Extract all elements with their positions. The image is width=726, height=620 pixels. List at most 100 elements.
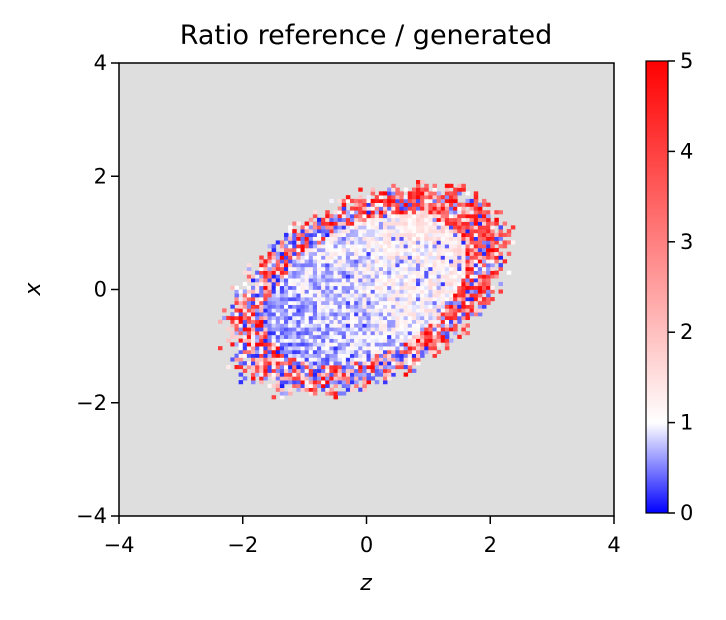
heatmap-cell xyxy=(424,225,429,230)
heatmap-cell xyxy=(312,387,318,392)
heatmap-cell xyxy=(465,191,470,196)
heatmap-cell xyxy=(370,244,376,249)
heatmap-cell xyxy=(325,342,330,347)
heatmap-cell xyxy=(333,236,338,241)
heatmap-cell xyxy=(383,376,388,381)
heatmap-cell xyxy=(312,255,318,260)
heatmap-cell xyxy=(411,217,417,222)
heatmap-cell xyxy=(267,357,272,362)
y-tick-label: −4 xyxy=(76,504,107,528)
heatmap-cell xyxy=(341,259,347,264)
heatmap-cell xyxy=(350,319,355,324)
heatmap-cell xyxy=(391,251,396,256)
heatmap-cell xyxy=(362,206,367,211)
heatmap-cell xyxy=(263,308,268,313)
heatmap-cell xyxy=(284,312,289,317)
heatmap-cell xyxy=(428,236,433,241)
heatmap-cell xyxy=(366,217,371,222)
heatmap-cell xyxy=(457,251,462,256)
heatmap-cell xyxy=(345,346,351,351)
heatmap-cell xyxy=(296,270,301,275)
heatmap-cell xyxy=(440,202,446,207)
heatmap-cell xyxy=(325,387,330,392)
heatmap-cell xyxy=(350,387,355,392)
heatmap-cell xyxy=(304,293,310,298)
heatmap-cell xyxy=(449,274,454,279)
heatmap-cell xyxy=(473,225,479,230)
heatmap-cell xyxy=(296,334,301,339)
heatmap-cell xyxy=(317,331,322,336)
heatmap-cell xyxy=(292,278,297,283)
heatmap-cell xyxy=(449,221,454,226)
heatmap-cell xyxy=(420,210,425,215)
heatmap-cell xyxy=(366,323,371,328)
heatmap-cell xyxy=(469,217,475,222)
heatmap-cell xyxy=(391,300,396,305)
heatmap-cell xyxy=(354,285,359,290)
heatmap-cell xyxy=(251,365,256,370)
heatmap-cell xyxy=(345,244,351,249)
heatmap-cell xyxy=(325,380,330,385)
heatmap-cell xyxy=(391,319,396,324)
heatmap-cell xyxy=(477,221,483,226)
heatmap-cell xyxy=(284,361,289,366)
heatmap-cell xyxy=(267,334,272,339)
heatmap-cell xyxy=(333,357,338,362)
heatmap-cell xyxy=(345,195,351,200)
heatmap-cell xyxy=(407,334,413,339)
heatmap-cell xyxy=(354,274,359,279)
heatmap-cell xyxy=(424,319,429,324)
heatmap-cell xyxy=(267,342,272,347)
heatmap-cell xyxy=(420,255,425,260)
heatmap-cell xyxy=(259,334,264,339)
heatmap-cell xyxy=(449,319,454,324)
heatmap-cell xyxy=(424,240,429,245)
heatmap-cell xyxy=(453,266,458,271)
heatmap-cell xyxy=(300,331,305,336)
heatmap-cell xyxy=(465,229,470,234)
heatmap-cell xyxy=(502,240,508,245)
heatmap-cell xyxy=(395,300,400,305)
heatmap-cell xyxy=(358,357,363,362)
heatmap-cell xyxy=(312,338,318,343)
heatmap-cell xyxy=(403,285,409,290)
heatmap-cell xyxy=(337,334,343,339)
heatmap-cell xyxy=(358,319,363,324)
heatmap-cell xyxy=(308,383,314,388)
heatmap-cell xyxy=(325,214,330,219)
heatmap-cell xyxy=(449,297,454,302)
heatmap-cell xyxy=(267,300,272,305)
heatmap-cell xyxy=(296,327,301,332)
heatmap-cell xyxy=(337,285,343,290)
heatmap-cell xyxy=(242,281,248,287)
heatmap-cell xyxy=(325,304,330,309)
heatmap-cell xyxy=(341,372,347,377)
heatmap-cell xyxy=(378,247,384,253)
heatmap-cell xyxy=(279,319,285,324)
heatmap-cell xyxy=(300,342,305,347)
heatmap-cell xyxy=(333,263,338,268)
heatmap-cell xyxy=(403,331,409,336)
heatmap-cell xyxy=(317,338,322,343)
heatmap-cell xyxy=(337,263,343,268)
heatmap-cell xyxy=(321,278,326,283)
heatmap-cell xyxy=(279,365,285,370)
heatmap-cell xyxy=(345,214,351,219)
heatmap-cell xyxy=(432,289,437,294)
heatmap-cell xyxy=(374,229,380,234)
heatmap-cell xyxy=(271,338,277,343)
heatmap-cell xyxy=(296,244,301,249)
heatmap-cell xyxy=(490,259,495,264)
heatmap-cell xyxy=(358,244,363,249)
heatmap-cell xyxy=(341,376,347,381)
heatmap-cell xyxy=(284,244,289,249)
heatmap-cell xyxy=(275,304,281,309)
heatmap-cell xyxy=(362,319,367,324)
heatmap-cell xyxy=(333,255,338,260)
heatmap-cell xyxy=(374,319,380,324)
heatmap-cell xyxy=(345,342,351,347)
heatmap-cell xyxy=(482,281,487,287)
heatmap-cell xyxy=(263,346,268,351)
heatmap-cell xyxy=(387,346,392,351)
heatmap-cell xyxy=(432,247,437,253)
